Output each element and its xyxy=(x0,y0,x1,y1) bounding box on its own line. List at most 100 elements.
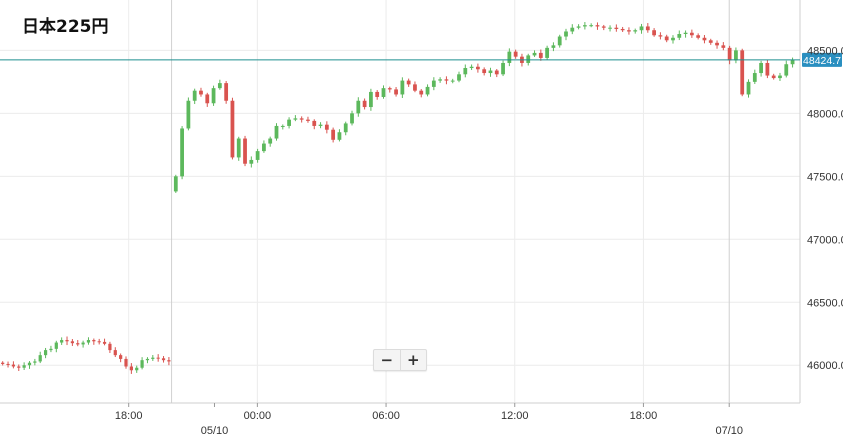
candle-down xyxy=(70,341,74,344)
candle-up xyxy=(350,113,354,124)
candle-down xyxy=(658,35,663,37)
y-tick-label: 48500.0 xyxy=(807,45,843,57)
candle-up xyxy=(268,138,273,144)
candle-up xyxy=(671,37,675,41)
candle-up xyxy=(369,91,373,108)
candle-down xyxy=(156,357,160,359)
candle-up xyxy=(337,132,342,140)
candle-down xyxy=(167,360,171,362)
candle-down xyxy=(119,355,123,359)
candle-down xyxy=(765,62,770,76)
candle-up xyxy=(135,367,139,371)
candle-up xyxy=(33,361,37,363)
candle-down xyxy=(124,358,128,367)
candle-up xyxy=(54,342,58,349)
candle-down xyxy=(375,91,380,97)
candle-up xyxy=(639,26,644,31)
candle-up xyxy=(633,30,638,32)
candle-up xyxy=(236,138,241,158)
candle-up xyxy=(425,86,430,95)
candle-down xyxy=(243,138,247,164)
candle-up xyxy=(790,59,795,65)
candle-up xyxy=(86,340,91,343)
candle-up xyxy=(608,27,612,29)
candle-down xyxy=(299,118,304,120)
candle-up xyxy=(356,100,361,114)
candle-up xyxy=(545,47,550,58)
candle-down xyxy=(652,30,656,36)
y-tick-label: 47000.0 xyxy=(807,234,843,246)
chart-grid xyxy=(0,0,800,403)
candle-down xyxy=(702,37,707,41)
candle-down xyxy=(595,25,600,27)
candle-up xyxy=(180,128,184,177)
candle-down xyxy=(513,51,518,57)
candle-down xyxy=(664,36,669,41)
candle-up xyxy=(27,362,32,366)
candle-up xyxy=(734,50,738,61)
candle-down xyxy=(645,26,650,31)
candle-up xyxy=(293,118,298,120)
candle-up xyxy=(217,83,222,89)
candle-down xyxy=(419,90,424,95)
candle-down xyxy=(708,40,713,43)
candle-down xyxy=(538,52,543,58)
chart-title: 日本225円 xyxy=(22,16,109,37)
candle-up xyxy=(589,25,594,27)
candle-down xyxy=(771,75,776,79)
zoom-in-button[interactable]: + xyxy=(399,350,427,370)
candle-up xyxy=(507,51,512,63)
candle-up xyxy=(249,159,254,164)
candle-up xyxy=(488,70,493,74)
candle-up xyxy=(463,68,468,75)
candle-down xyxy=(76,343,80,345)
candle-down xyxy=(102,341,107,344)
y-tick-label: 48000.0 xyxy=(807,108,843,120)
candle-down xyxy=(614,27,619,29)
y-tick-label: 46000.0 xyxy=(807,360,843,372)
current-price-marker: 48424.7 xyxy=(802,52,842,67)
candle-down xyxy=(627,30,631,32)
candle-down xyxy=(312,120,317,126)
current-price-label: 48424.7 xyxy=(803,55,841,67)
candle-up xyxy=(501,62,505,75)
y-tick-label: 47500.0 xyxy=(807,171,843,183)
candle-up xyxy=(318,124,323,126)
candle-up xyxy=(145,358,150,361)
candle-down xyxy=(129,366,133,371)
candle-down xyxy=(406,80,411,85)
x-tick-label: 00:00 xyxy=(244,410,272,422)
zoom-out-button[interactable]: − xyxy=(380,350,394,369)
candle-up xyxy=(60,340,64,343)
candle-up xyxy=(255,151,260,160)
candle-down xyxy=(113,350,117,356)
candle-up xyxy=(151,357,155,359)
candle-up xyxy=(570,27,575,32)
candle-up xyxy=(343,123,348,133)
candle-down xyxy=(92,340,96,342)
candlestick-series xyxy=(1,22,795,374)
candle-down xyxy=(199,90,203,95)
candle-up xyxy=(677,34,682,38)
candle-up xyxy=(450,80,455,82)
y-tick-label: 46500.0 xyxy=(807,297,843,309)
x-tick-label: 06:00 xyxy=(372,410,400,422)
candle-down xyxy=(161,358,166,361)
candle-up xyxy=(746,81,751,95)
x-axis: 18:00 00:00 06:00 12:00 18:00 05/10 07/10 xyxy=(115,403,743,437)
candle-up xyxy=(551,45,556,48)
candle-up xyxy=(400,80,405,95)
candle-down xyxy=(413,84,417,91)
candle-up xyxy=(22,365,26,368)
candle-up xyxy=(173,176,178,192)
y-axis: 48500.0 48000.0 47500.0 47000.0 46500.0 46000… xyxy=(807,45,843,372)
date-label: 05/10 xyxy=(201,425,229,437)
candle-up xyxy=(186,100,191,129)
candle-down xyxy=(230,100,235,158)
x-tick-label: 18:00 xyxy=(630,410,658,422)
candle-up xyxy=(38,355,42,362)
zoom-controls: − + xyxy=(373,349,427,371)
candle-down xyxy=(727,47,732,61)
candle-up xyxy=(438,79,443,81)
